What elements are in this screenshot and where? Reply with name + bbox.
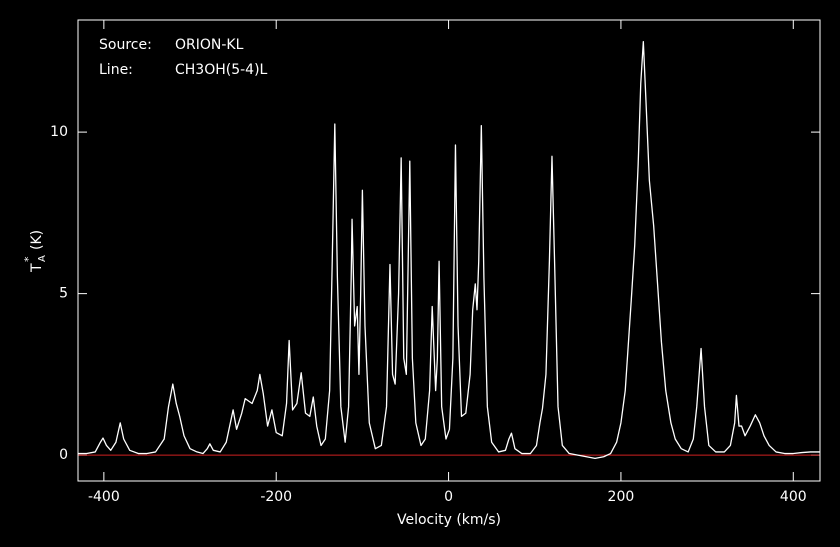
annotation-value: ORION-KL (175, 37, 244, 53)
y-label-sup: * (22, 256, 35, 262)
y-label-sub: A (37, 255, 48, 262)
x-tick-label: 200 (608, 489, 635, 505)
annotation-label: Source: (99, 37, 152, 53)
y-tick-label: 0 (59, 447, 68, 463)
x-axis-label: Velocity (km/s) (397, 512, 501, 528)
annotation-value: CH3OH(5-4)L (175, 62, 268, 78)
spectrum-line (78, 40, 820, 460)
y-axis-label: T * A (K) (22, 230, 48, 273)
x-tick-label: 400 (780, 489, 807, 505)
y-label-main: T (29, 263, 45, 273)
x-tick-label: 0 (444, 489, 453, 505)
y-tick-label: 10 (50, 124, 68, 140)
y-label-unit: (K) (29, 230, 45, 250)
x-tick-label: -200 (260, 489, 292, 505)
x-tick-label: -400 (88, 489, 120, 505)
plot-frame (77, 19, 821, 482)
y-tick-label: 5 (59, 286, 68, 302)
annotation-label: Line: (99, 62, 133, 78)
